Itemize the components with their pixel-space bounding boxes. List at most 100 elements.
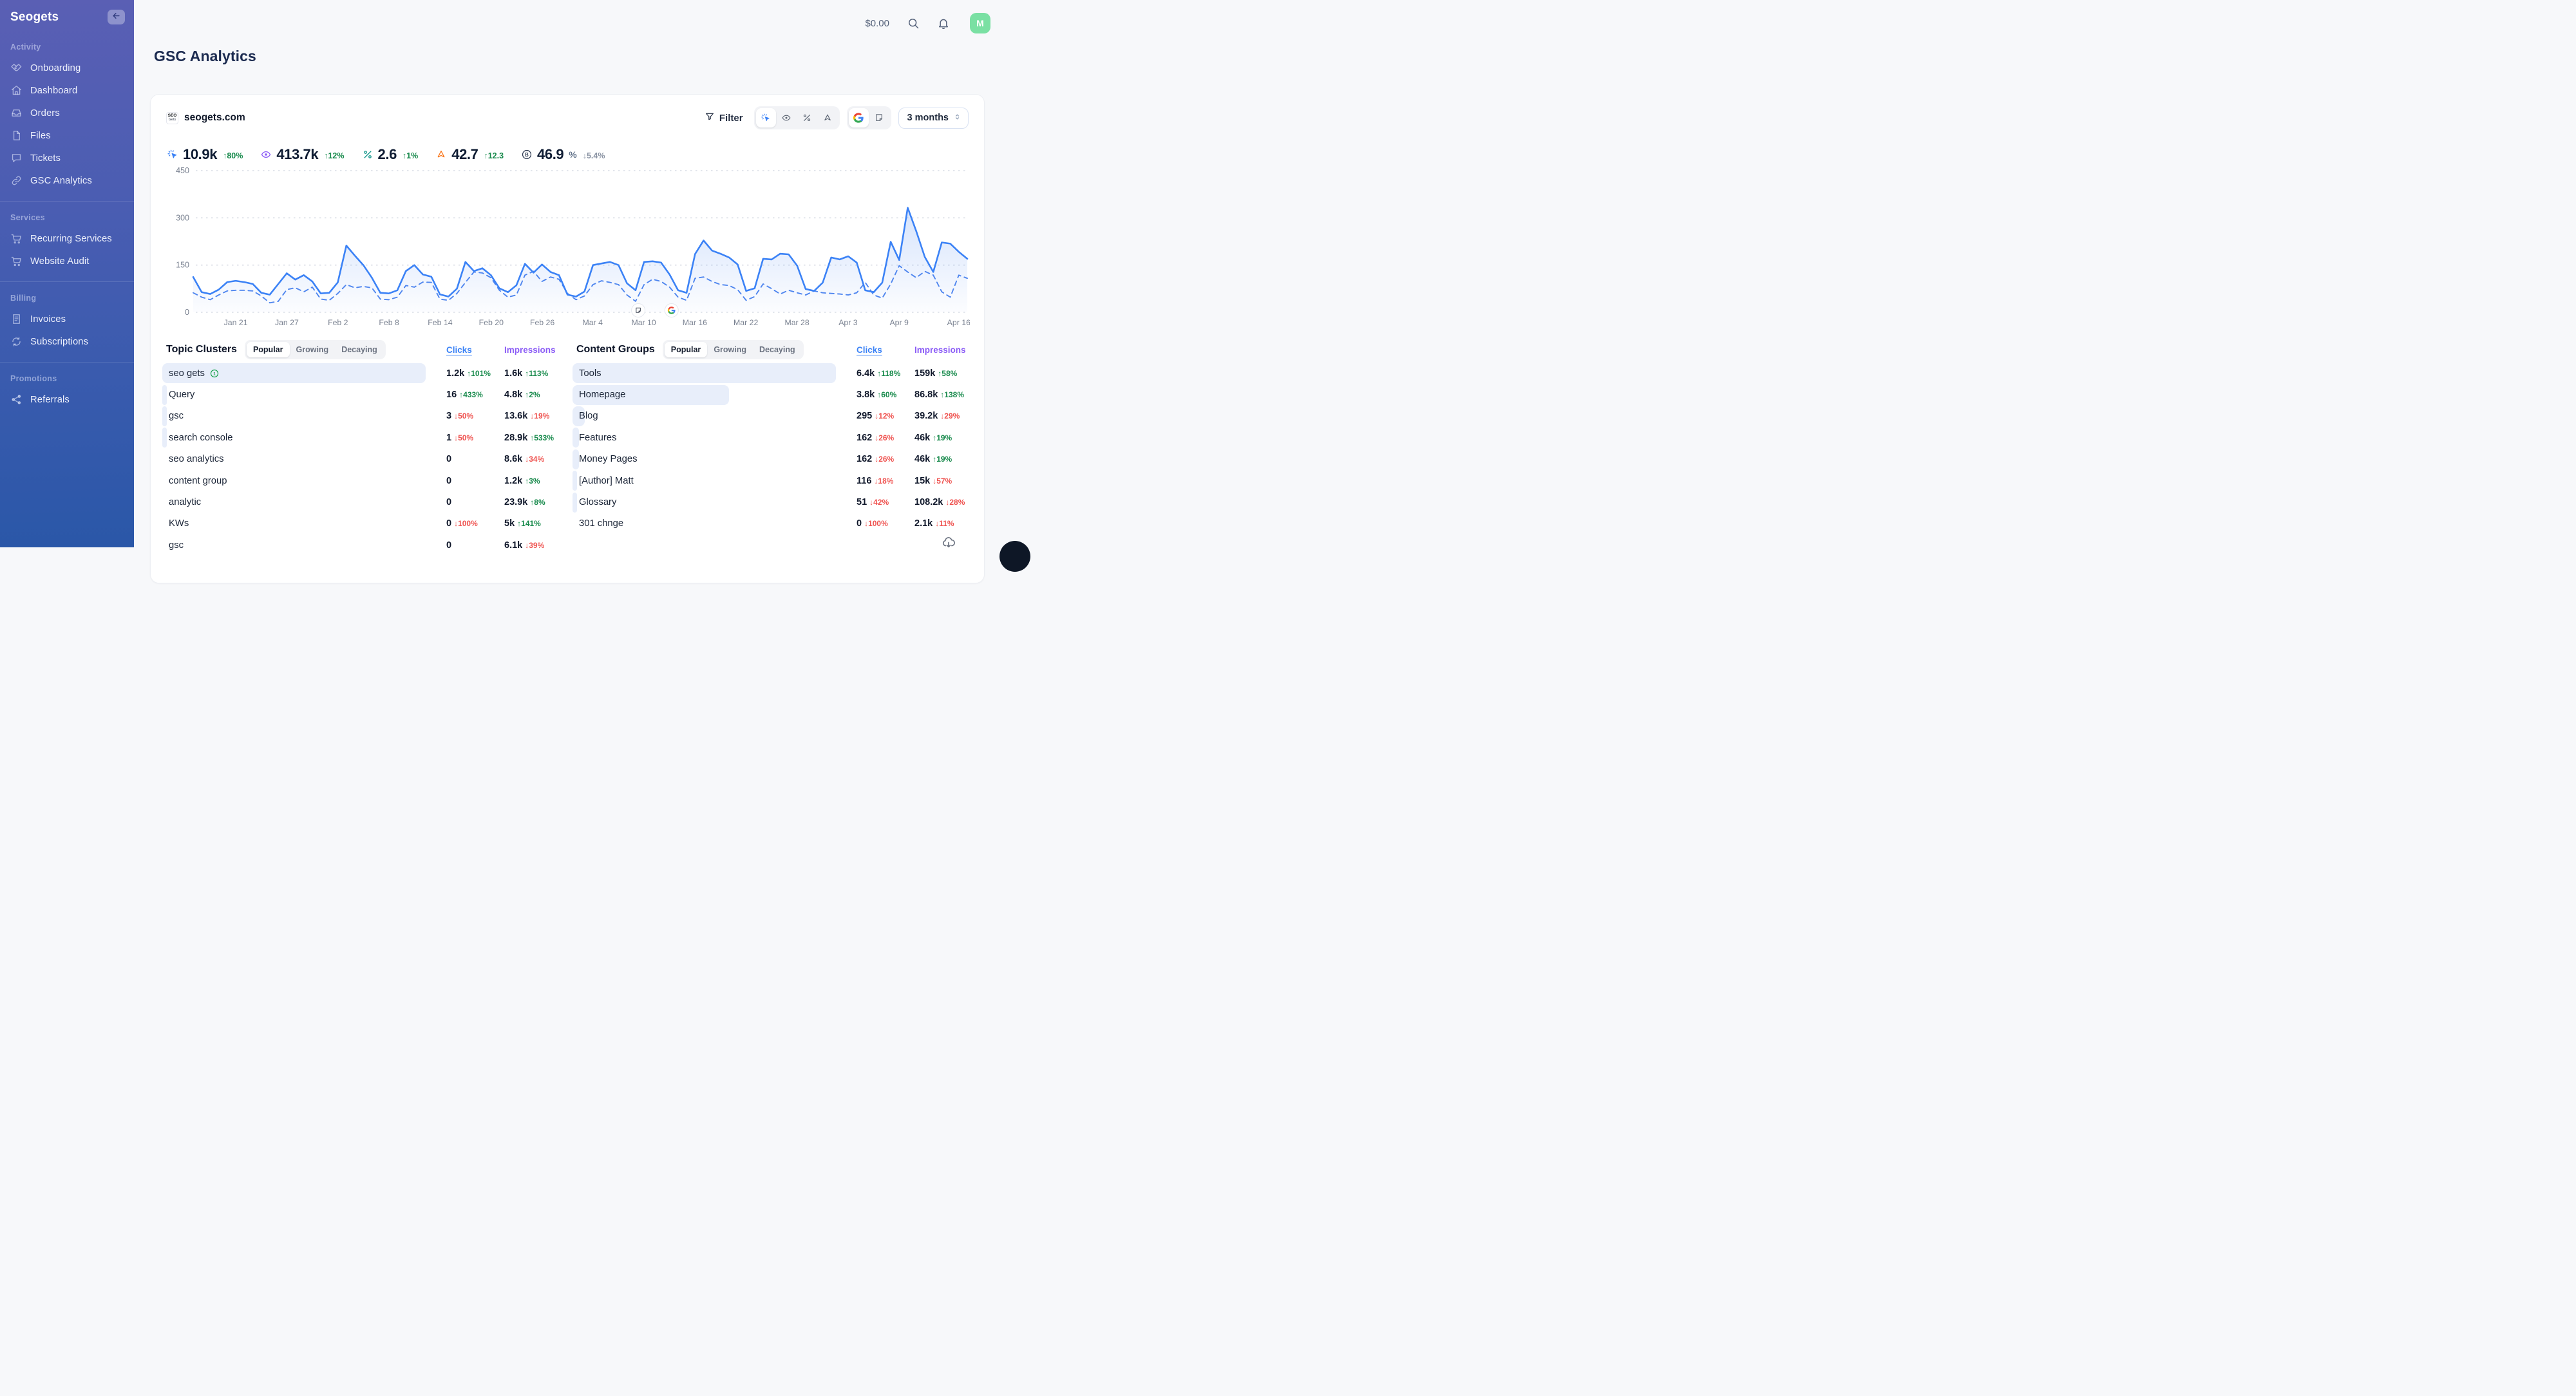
cursor-click-icon	[761, 113, 771, 123]
impressions-value: 46k	[914, 454, 931, 465]
row-name: KWs	[169, 518, 189, 529]
change-value: ↓42%	[869, 498, 889, 507]
impressions-toggle[interactable]	[777, 108, 797, 127]
position-toggle[interactable]	[818, 108, 838, 127]
chart-event-google-update-marker[interactable]	[664, 303, 679, 317]
row-name: seo analytics	[169, 454, 224, 465]
export-download-icon[interactable]	[942, 535, 956, 549]
topic-clusters-row-gsc[interactable]: gsc 0 6.1k ↓39%	[166, 534, 558, 556]
impressions-value: 28.9k	[504, 432, 528, 443]
svg-text:Feb 26: Feb 26	[530, 318, 554, 327]
clicks-value: 1	[446, 432, 452, 443]
chart-event-note-marker[interactable]	[631, 303, 646, 317]
content-groups-row-features[interactable]: Features 162 ↓26% 46k ↑19%	[573, 427, 969, 448]
share-icon	[10, 393, 23, 406]
period-value: 3 months	[907, 113, 949, 123]
change-value: ↓19%	[530, 411, 550, 421]
filter-button[interactable]: Filter	[701, 109, 747, 127]
row-name: Glossary	[579, 497, 617, 508]
topic-clusters-row-kws[interactable]: KWs 0 ↓100% 5k ↑141%	[166, 513, 558, 534]
sidebar-item-referrals[interactable]: Referrals	[0, 388, 134, 411]
impressions-value: 5k	[504, 518, 515, 529]
sidebar-collapse-button[interactable]	[108, 10, 125, 24]
eye-icon	[781, 113, 791, 123]
change-value: ↑101%	[467, 368, 491, 378]
tab-growing[interactable]: Growing	[296, 345, 329, 354]
svg-text:Jan 21: Jan 21	[224, 318, 248, 327]
analytics-card: SEO Gets seogets.com Filter 3 months 10.9…	[150, 94, 985, 583]
content-groups-row-homepage[interactable]: Homepage 3.8k ↑60% 86.8k ↑138%	[573, 384, 969, 405]
topic-clusters-row-query[interactable]: Query 16 ↑433% 4.8k ↑2%	[162, 384, 558, 405]
row-name: gsc	[169, 540, 184, 551]
content-groups-row-blog[interactable]: Blog 295 ↓12% 39.2k ↓29%	[573, 406, 969, 427]
sidebar-item-website-audit[interactable]: Website Audit	[0, 250, 134, 272]
notes-toggle[interactable]	[869, 108, 889, 127]
content-groups-clicks-header[interactable]: Clicks	[857, 344, 882, 355]
topic-clusters-row-content-group[interactable]: content group 0 1.2k ↑3%	[166, 470, 558, 491]
sidebar-item-gsc-analytics[interactable]: GSC Analytics	[0, 169, 134, 192]
tab-decaying[interactable]: Decaying	[759, 345, 795, 354]
change-value: ↑3%	[525, 476, 540, 486]
row-name: 301 chnge	[579, 518, 624, 529]
svg-text:Jan 27: Jan 27	[275, 318, 299, 327]
tab-decaying[interactable]: Decaying	[341, 345, 377, 354]
sidebar-item-invoices[interactable]: Invoices	[0, 308, 134, 330]
topic-clusters-table: Topic Clusters Popular Growing Decaying Clic…	[162, 337, 558, 556]
topic-clusters-row-gsc[interactable]: gsc 3 ↓50% 13.6k ↓19%	[162, 406, 558, 427]
tab-popular[interactable]: Popular	[664, 342, 708, 357]
tab-growing[interactable]: Growing	[714, 345, 747, 354]
topic-clusters-row-seo-analytics[interactable]: seo analytics 0 8.6k ↓34%	[166, 449, 558, 470]
chat-widget-button[interactable]	[999, 541, 1030, 572]
sidebar-item-orders[interactable]: Orders	[0, 102, 134, 124]
clicks-toggle[interactable]	[755, 108, 776, 127]
change-value: ↑19%	[933, 433, 952, 442]
cart-icon	[10, 232, 23, 245]
stat-change: ↑80%	[223, 151, 243, 160]
clicks-value: 0	[446, 497, 452, 508]
sidebar-item-recurring-services[interactable]: Recurring Services	[0, 227, 134, 250]
funnel-icon	[705, 111, 715, 124]
change-value: ↓11%	[935, 519, 954, 529]
impressions-value: 39.2k	[914, 411, 938, 422]
content-groups-row-glossary[interactable]: Glossary 51 ↓42% 108.2k ↓28%	[573, 491, 969, 513]
content-groups-row-author-matt[interactable]: [Author] Matt 116 ↓18% 15k ↓57%	[573, 470, 969, 491]
notifications-bell-icon[interactable]	[937, 17, 950, 30]
sidebar-section-label: Promotions	[10, 374, 57, 383]
stat-value: 10.9k	[183, 146, 218, 162]
clicks-bar	[162, 406, 167, 426]
sidebar-item-tickets[interactable]: Tickets	[0, 147, 134, 169]
sidebar-item-dashboard[interactable]: Dashboard	[0, 79, 134, 102]
page-title: GSC Analytics	[154, 48, 256, 64]
content-groups-impressions-header[interactable]: Impressions	[914, 344, 966, 355]
search-icon[interactable]	[907, 17, 920, 30]
topic-clusters-impressions-header[interactable]: Impressions	[504, 344, 556, 355]
sidebar-item-onboarding[interactable]: Onboarding	[0, 57, 134, 79]
topic-clusters-row-seo-gets[interactable]: seo gets 1 1.2k ↑101% 1.6k ↑113%	[162, 363, 558, 384]
clicks-value: 1.2k	[446, 368, 465, 379]
content-groups-row-money-pages[interactable]: Money Pages 162 ↓26% 46k ↑19%	[573, 449, 969, 470]
sidebar-item-files[interactable]: Files	[0, 124, 134, 147]
ctr-toggle[interactable]	[797, 108, 817, 127]
topic-clusters-row-analytic[interactable]: analytic 0 23.9k ↑8%	[166, 491, 558, 513]
clicks-bar	[162, 384, 167, 405]
tab-popular[interactable]: Popular	[246, 342, 290, 357]
sidebar-section-promotions: Promotions Referrals	[0, 362, 134, 411]
avatar[interactable]: M	[970, 13, 990, 33]
sidebar-item-label: Tickets	[30, 153, 61, 164]
nav-up-icon	[435, 149, 447, 160]
google-updates-toggle[interactable]	[848, 108, 869, 127]
change-value: ↑2%	[525, 390, 540, 400]
domain-selector[interactable]: SEO Gets seogets.com	[166, 111, 245, 124]
percent-icon	[362, 149, 374, 160]
period-dropdown[interactable]: 3 months	[898, 107, 969, 129]
clicks-value: 295	[857, 411, 873, 422]
row-name: Money Pages	[579, 454, 638, 465]
sidebar-item-subscriptions[interactable]: Subscriptions	[0, 330, 134, 353]
cart-icon	[10, 255, 23, 267]
topic-clusters-row-search-console[interactable]: search console 1 ↓50% 28.9k ↑533%	[162, 427, 558, 448]
clicks-bar	[162, 363, 426, 384]
content-groups-row-tools[interactable]: Tools 6.4k ↑118% 159k ↑58%	[573, 363, 969, 384]
content-groups-row-301-chnge[interactable]: 301 chnge 0 ↓100% 2.1k ↓11%	[576, 513, 969, 534]
change-value: ↓100%	[454, 519, 478, 529]
topic-clusters-clicks-header[interactable]: Clicks	[446, 344, 472, 355]
